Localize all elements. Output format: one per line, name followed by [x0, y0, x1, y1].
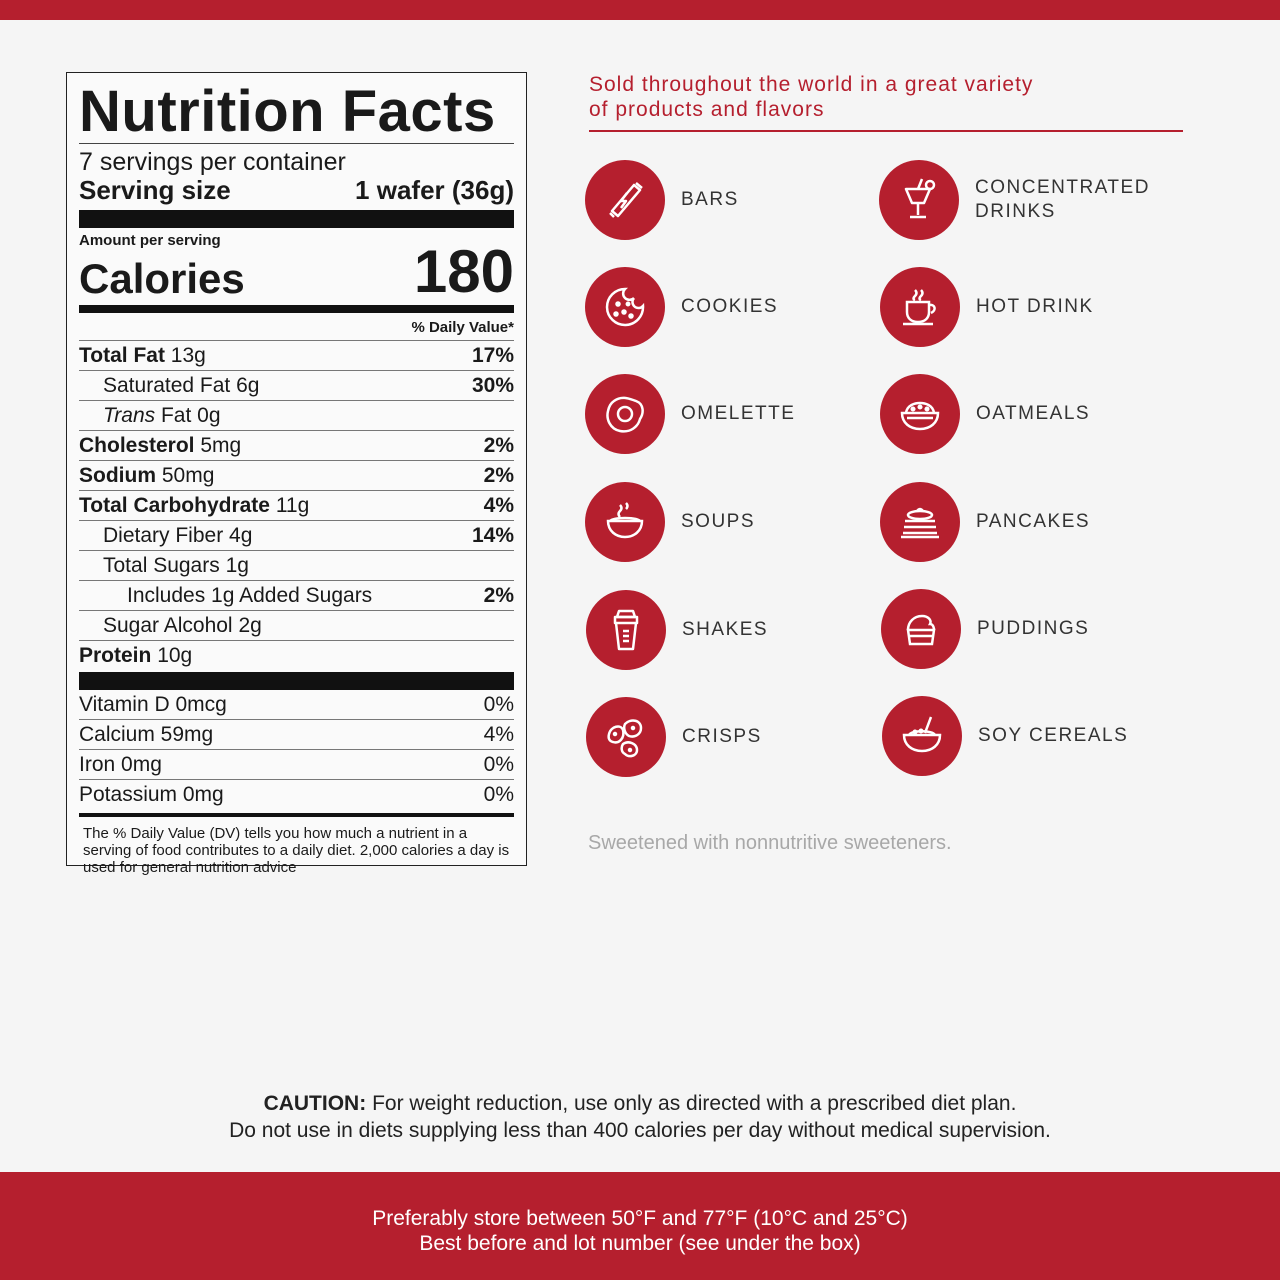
oatmeal-bowl-icon [880, 374, 960, 454]
nutrient-row: Total Sugars 1g [79, 550, 514, 580]
caution-text: CAUTION: For weight reduction, use only … [229, 1092, 1051, 1142]
cereal-bowl-icon [882, 696, 962, 776]
bar-icon [585, 160, 665, 240]
calories-value: 180 [413, 238, 514, 305]
caution-label: CAUTION: [263, 1092, 367, 1115]
vitamin-row: Vitamin D 0mcg 0% [79, 693, 514, 716]
cocktail-icon [879, 160, 959, 240]
nutrient-row: Sugar Alcohol 2g [79, 610, 514, 640]
amount-per-serving: Amount per serving [79, 232, 221, 249]
product-item-soups: SOUPS [585, 482, 861, 562]
nutrient-row: Protein 10g [79, 640, 514, 670]
nutrient-row: Cholesterol 5mg 2% [79, 430, 514, 460]
nutrient-row: Trans Fat 0g [79, 400, 514, 430]
shaker-icon [586, 590, 666, 670]
calories-label: Calories [79, 255, 245, 302]
servings-per-container: 7 servings per container [79, 148, 346, 176]
product-item-soy-cereals: SOY CEREALS [882, 696, 1158, 776]
product-item-shakes: SHAKES [586, 590, 862, 670]
product-item-concentrated-drinks: CONCENTRATED DRINKS [879, 160, 1155, 240]
product-item-pancakes: PANCAKES [880, 482, 1156, 562]
nutrient-row: Sodium 50mg 2% [79, 460, 514, 490]
products-heading: Sold throughout the world in a great var… [589, 72, 1183, 132]
vitamin-row: Iron 0mg 0% [79, 749, 514, 779]
product-item-bars: BARS [585, 160, 861, 240]
product-item-hot-drink: HOT DRINK [880, 267, 1156, 347]
nutrient-row: Saturated Fat 6g 30% [79, 370, 514, 400]
daily-value-header: % Daily Value* [411, 319, 514, 336]
storage-text: Preferably store between 50°F and 77°F (… [372, 1207, 908, 1255]
product-item-puddings: PUDDINGS [881, 589, 1157, 669]
sweetener-note: Sweetened with nonnutritive sweeteners. [588, 832, 952, 854]
crisps-icon [586, 697, 666, 777]
product-item-crisps: CRISPS [586, 697, 862, 777]
product-item-cookies: COOKIES [585, 267, 861, 347]
serving-size-label: Serving size [79, 175, 231, 205]
product-item-oatmeals: OATMEALS [880, 374, 1156, 454]
nutrient-row: Total Carbohydrate 11g 4% [79, 490, 514, 520]
bottom-red-band [0, 1172, 1280, 1280]
nutrition-facts-title: Nutrition Facts [79, 79, 496, 144]
pancakes-icon [880, 482, 960, 562]
serving-size-value: 1 wafer (36g) [355, 175, 514, 205]
product-item-omelette: OMELETTE [585, 374, 861, 454]
egg-icon [585, 374, 665, 454]
nutrient-row: Includes 1g Added Sugars 2% [79, 580, 514, 610]
top-red-band [0, 0, 1280, 20]
nutrient-row: Dietary Fiber 4g 14% [79, 520, 514, 550]
soup-bowl-icon [585, 482, 665, 562]
daily-value-footnote: The % Daily Value (DV) tells you how muc… [79, 813, 514, 876]
cup-icon [880, 267, 960, 347]
pudding-icon [881, 589, 961, 669]
nutrient-row: Total Fat 13g 17% [79, 340, 514, 370]
vitamin-row: Potassium 0mg 0% [79, 779, 514, 809]
serving-size-row: Serving size 1 wafer (36g) [79, 176, 514, 204]
vitamin-row: Calcium 59mg 4% [79, 719, 514, 749]
calories-row: Calories 180 [79, 238, 514, 305]
cookie-icon [585, 267, 665, 347]
nutrition-facts-panel: Nutrition Facts 7 servings per container… [66, 72, 527, 876]
